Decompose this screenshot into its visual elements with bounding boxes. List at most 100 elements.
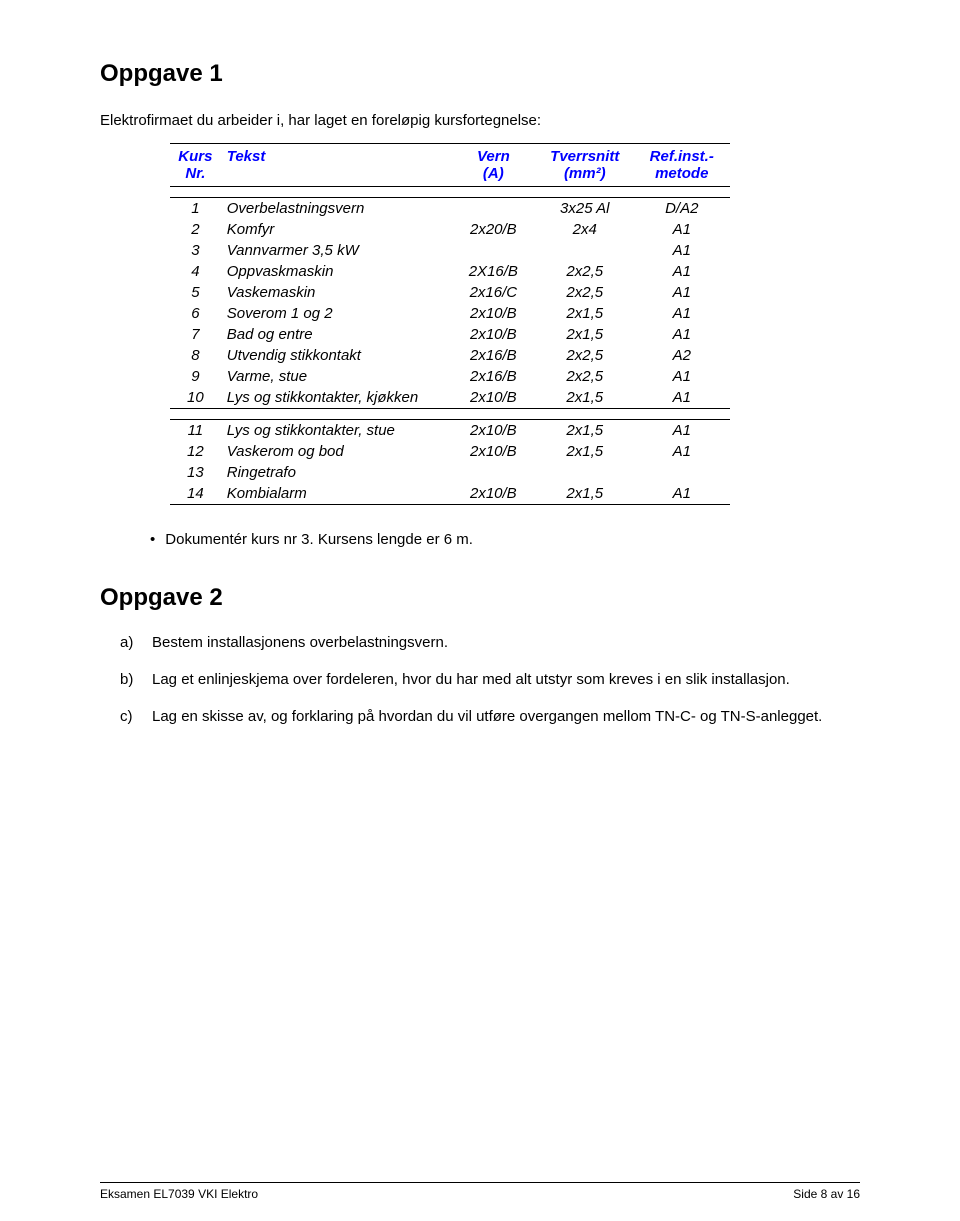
table-row: 1Overbelastningsvern 3x25 AlD/A2 <box>170 198 730 220</box>
table-cell: A1 <box>634 420 730 442</box>
table-cell: 1 <box>170 198 221 220</box>
th-ref-l1: Ref.inst.- <box>650 148 714 165</box>
th-kurs-l1: Kurs <box>178 148 212 165</box>
text-a: Bestem installasjonens overbelastningsve… <box>152 632 448 653</box>
table-cell: Bad og entre <box>221 324 451 345</box>
table-cell: 2x1,5 <box>536 420 634 442</box>
table-cell: 10 <box>170 387 221 409</box>
text-c: Lag en skisse av, og forklaring på hvord… <box>152 706 822 727</box>
table-cell: Soverom 1 og 2 <box>221 303 451 324</box>
oppgave1-title: Oppgave 1 <box>100 60 860 88</box>
page: Oppgave 1 Elektrofirmaet du arbeider i, … <box>0 0 960 1221</box>
text-b: Lag et enlinjeskjema over fordeleren, hv… <box>152 669 790 690</box>
table-cell: A1 <box>634 324 730 345</box>
oppgave2-list: a) Bestem installasjonens overbelastning… <box>120 632 860 727</box>
table-row: 7Bad og entre2x10/B2x1,5A1 <box>170 324 730 345</box>
th-kurs-l2: Nr. <box>185 165 205 182</box>
bullet-list: • Dokumentér kurs nr 3. Kursens lengde e… <box>150 531 860 548</box>
table-cell: 2x10/B <box>451 483 536 505</box>
table-row: 12Vaskerom og bod2x10/B2x1,5A1 <box>170 441 730 462</box>
table-row: 8Utvendig stikkontakt2x16/B2x2,5A2 <box>170 345 730 366</box>
table-cell: 2x2,5 <box>536 366 634 387</box>
th-vern-l1: Vern <box>477 148 510 165</box>
table-cell <box>536 240 634 261</box>
table-cell: 2x1,5 <box>536 387 634 409</box>
table-cell <box>451 240 536 261</box>
table-cell: 2 <box>170 219 221 240</box>
marker-a: a) <box>120 632 142 653</box>
table-cell: 12 <box>170 441 221 462</box>
courses-table: Kurs Nr. Tekst Vern (A) Tverrsnitt (mm²) <box>170 143 730 505</box>
table-cell: 11 <box>170 420 221 442</box>
table-section2: 11Lys og stikkontakter, stue2x10/B2x1,5A… <box>170 409 730 505</box>
table-cell <box>536 462 634 483</box>
table-row: 4Oppvaskmaskin2X16/B2x2,5A1 <box>170 261 730 282</box>
list-item-a: a) Bestem installasjonens overbelastning… <box>120 632 860 653</box>
oppgave1-intro: Elektrofirmaet du arbeider i, har laget … <box>100 112 860 129</box>
table-cell: A1 <box>634 441 730 462</box>
table-cell: 2X16/B <box>451 261 536 282</box>
table-cell: 13 <box>170 462 221 483</box>
table-cell: 2x1,5 <box>536 303 634 324</box>
table-cell: 14 <box>170 483 221 505</box>
table-cell: 2x1,5 <box>536 483 634 505</box>
table-row: 3Vannvarmer 3,5 kWA1 <box>170 240 730 261</box>
table-cell: Utvendig stikkontakt <box>221 345 451 366</box>
table-cell <box>451 198 536 220</box>
table-cell: A1 <box>634 282 730 303</box>
table-cell: 4 <box>170 261 221 282</box>
table-cell: Vaskemaskin <box>221 282 451 303</box>
list-item-c: c) Lag en skisse av, og forklaring på hv… <box>120 706 860 727</box>
table-cell: A2 <box>634 345 730 366</box>
table-cell: 3 <box>170 240 221 261</box>
table-cell: 9 <box>170 366 221 387</box>
table-cell: A1 <box>634 366 730 387</box>
courses-table-wrap: Kurs Nr. Tekst Vern (A) Tverrsnitt (mm²) <box>170 143 730 505</box>
bullet-text: Dokumentér kurs nr 3. Kursens lengde er … <box>165 531 473 548</box>
bullet-icon: • <box>150 531 155 548</box>
table-cell: Varme, stue <box>221 366 451 387</box>
table-cell: Oppvaskmaskin <box>221 261 451 282</box>
th-ref-l2: metode <box>655 165 708 182</box>
footer-right: Side 8 av 16 <box>793 1187 860 1201</box>
table-cell <box>634 462 730 483</box>
table-cell: 2x16/B <box>451 345 536 366</box>
table-cell: Komfyr <box>221 219 451 240</box>
table-cell: Lys og stikkontakter, kjøkken <box>221 387 451 409</box>
table-cell: 7 <box>170 324 221 345</box>
table-cell: A1 <box>634 387 730 409</box>
table-cell: 5 <box>170 282 221 303</box>
table-cell: Overbelastningsvern <box>221 198 451 220</box>
table-cell: D/A2 <box>634 198 730 220</box>
table-row: 10Lys og stikkontakter, kjøkken2x10/B2x1… <box>170 387 730 409</box>
table-cell: Vannvarmer 3,5 kW <box>221 240 451 261</box>
table-cell: 3x25 Al <box>536 198 634 220</box>
table-row: 2Komfyr2x20/B2x4A1 <box>170 219 730 240</box>
table-row: 9Varme, stue2x16/B2x2,5A1 <box>170 366 730 387</box>
table-row: 14Kombialarm2x10/B2x1,5A1 <box>170 483 730 505</box>
list-item-b: b) Lag et enlinjeskjema over fordeleren,… <box>120 669 860 690</box>
table-row: 5Vaskemaskin2x16/C2x2,5A1 <box>170 282 730 303</box>
table-cell: 2x1,5 <box>536 324 634 345</box>
th-tekst: Tekst <box>227 148 266 165</box>
table-section1: 1Overbelastningsvern3x25 AlD/A22Komfyr2x… <box>170 187 730 409</box>
th-tv-l2: (mm²) <box>564 165 606 182</box>
table-cell: 2x16/B <box>451 366 536 387</box>
marker-c: c) <box>120 706 142 727</box>
marker-b: b) <box>120 669 142 690</box>
table-cell: 2x2,5 <box>536 345 634 366</box>
table-cell: 8 <box>170 345 221 366</box>
table-cell: 2x10/B <box>451 303 536 324</box>
table-cell: A1 <box>634 219 730 240</box>
table-cell: 2x10/B <box>451 387 536 409</box>
table-cell: 2x2,5 <box>536 261 634 282</box>
th-tv-l1: Tverrsnitt <box>550 148 619 165</box>
oppgave2-title: Oppgave 2 <box>100 584 860 612</box>
table-cell: 2x2,5 <box>536 282 634 303</box>
page-footer: Eksamen EL7039 VKI Elektro Side 8 av 16 <box>100 1182 860 1201</box>
table-row: 11Lys og stikkontakter, stue2x10/B2x1,5A… <box>170 420 730 442</box>
table-row: 13Ringetrafo <box>170 462 730 483</box>
table-cell: 2x10/B <box>451 420 536 442</box>
table-cell: Ringetrafo <box>221 462 451 483</box>
table-cell: A1 <box>634 303 730 324</box>
